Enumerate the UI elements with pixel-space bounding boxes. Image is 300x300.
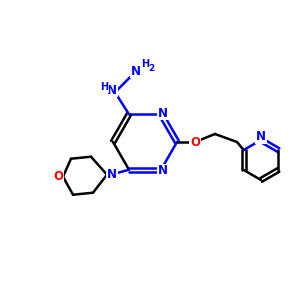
Text: N: N — [107, 168, 117, 181]
Text: N: N — [107, 84, 117, 97]
Text: N: N — [158, 164, 168, 177]
Text: H: H — [141, 59, 149, 69]
Text: N: N — [256, 130, 266, 143]
Text: N: N — [131, 65, 141, 78]
Text: 2: 2 — [148, 64, 154, 73]
Text: N: N — [158, 107, 168, 120]
Text: O: O — [190, 136, 200, 148]
Text: O: O — [53, 170, 63, 183]
Text: H: H — [100, 82, 108, 92]
